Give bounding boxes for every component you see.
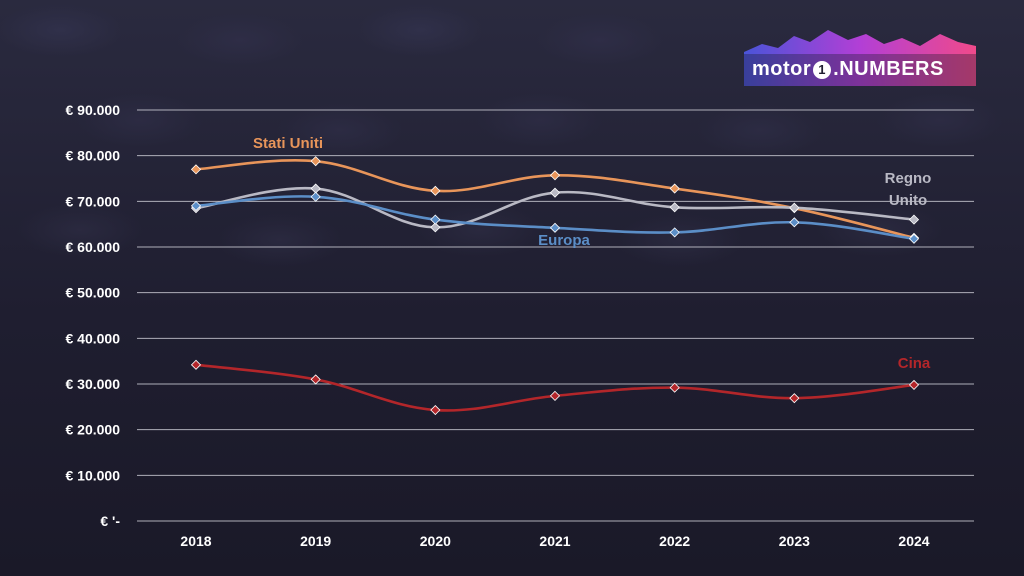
y-tick-label: € '- — [100, 513, 120, 529]
data-point-cina — [430, 404, 441, 416]
series-label-line: Europa — [538, 232, 590, 249]
data-point-europa — [908, 233, 920, 244]
data-point-regno-unito — [430, 222, 441, 233]
series-label-line: Stati Uniti — [253, 135, 323, 152]
data-point-europa — [310, 191, 321, 202]
data-point-cina — [549, 390, 561, 401]
data-point-cina — [669, 382, 680, 393]
motor1-numbers-logo: motor 1 .NUMBERS — [744, 28, 976, 86]
y-tick-label: € 20.000 — [66, 422, 121, 438]
data-point-cina — [310, 374, 321, 385]
data-point-regno-unito — [789, 202, 800, 213]
y-tick-label: € 50.000 — [66, 285, 121, 301]
data-point-cina — [190, 359, 202, 370]
series-label-stati-uniti: Stati Uniti — [253, 135, 323, 152]
x-tick-label: 2024 — [898, 533, 929, 549]
data-point-regno-unito — [669, 202, 680, 213]
y-tick-label: € 90.000 — [66, 102, 121, 118]
series-line-cina — [195, 363, 915, 412]
series-layer — [190, 156, 920, 416]
series-label-europa: Europa — [538, 232, 590, 249]
data-point-stati-uniti — [190, 164, 202, 175]
series-label-line: Cina — [898, 355, 931, 372]
data-point-europa — [789, 217, 800, 228]
data-point-regno-unito — [908, 214, 920, 225]
series-label-line: Regno — [885, 170, 932, 187]
y-tick-label: € 40.000 — [66, 330, 121, 346]
data-point-cina — [789, 393, 800, 404]
logo-word-numbers: .NUMBERS — [833, 58, 944, 80]
y-tick-label: € 60.000 — [66, 239, 121, 255]
x-tick-label: 2019 — [300, 533, 331, 549]
series-label-regno-unito: Regno Unito — [885, 170, 932, 209]
x-tick-label: 2018 — [180, 533, 211, 549]
data-point-stati-uniti — [549, 170, 561, 181]
data-point-cina — [908, 379, 920, 390]
data-point-regno-unito — [310, 183, 321, 194]
series-label-cina: Cina — [898, 355, 931, 372]
y-axis-tick-labels: € '- € 10.000 € 20.000 € 30.000 € 40.000 € 50… — [66, 102, 121, 529]
x-tick-label: 2021 — [539, 533, 570, 549]
data-point-europa — [430, 214, 441, 225]
x-tick-label: 2023 — [779, 533, 810, 549]
data-point-europa — [549, 222, 561, 233]
series-labels: Stati Uniti Regno Unito Europa Cina — [253, 135, 931, 372]
y-tick-label: € 70.000 — [66, 193, 121, 209]
grid-layer — [137, 109, 974, 522]
data-point-europa — [669, 227, 680, 238]
y-tick-label: € 10.000 — [66, 467, 121, 483]
data-point-stati-uniti — [669, 183, 680, 194]
logo-mountain-graphic — [744, 30, 976, 86]
logo-one-badge: 1 — [813, 61, 832, 79]
logo-text: motor 1 .NUMBERS — [752, 58, 944, 81]
logo-word-motor: motor — [752, 58, 812, 80]
series-label-line: Unito — [889, 192, 927, 209]
y-tick-label: € 30.000 — [66, 376, 121, 392]
y-tick-label: € 80.000 — [66, 148, 121, 164]
x-tick-label: 2020 — [420, 533, 451, 549]
data-point-regno-unito — [549, 187, 561, 198]
x-axis-tick-labels: 2018 2019 2020 2021 2022 2023 2024 — [180, 533, 929, 549]
x-tick-label: 2022 — [659, 533, 690, 549]
data-point-stati-uniti — [430, 185, 441, 196]
data-point-stati-uniti — [310, 156, 321, 167]
data-point-europa — [190, 200, 202, 211]
